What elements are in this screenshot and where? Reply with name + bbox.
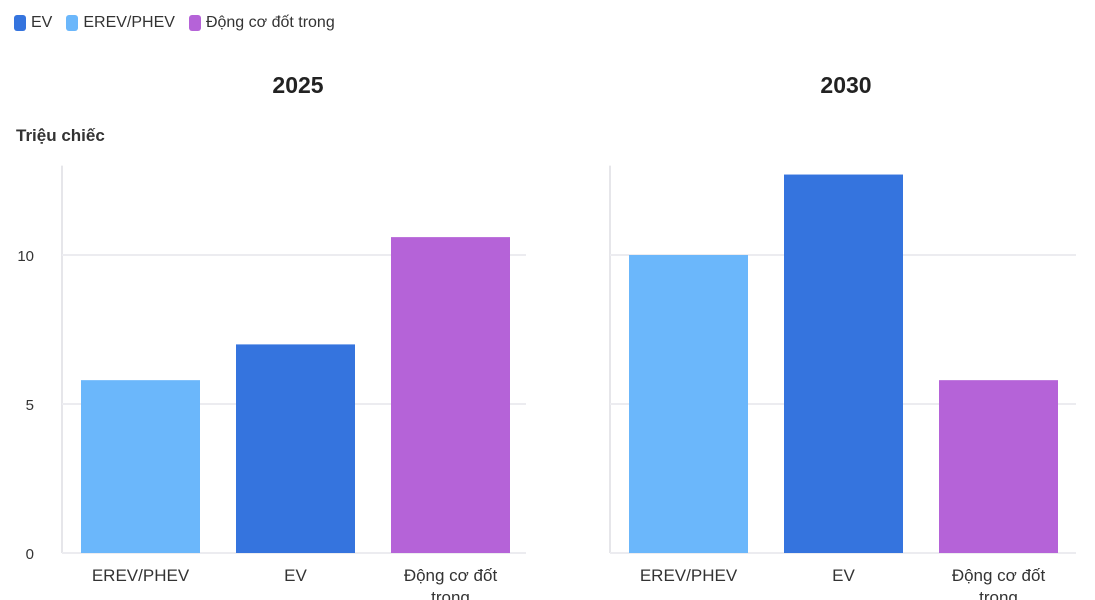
legend-swatch-ice <box>188 15 201 31</box>
x-tick-label: Động cơ đốt trong <box>952 566 1046 600</box>
bar-2025-2 <box>391 237 510 553</box>
x-tick-label: EV <box>284 566 307 585</box>
bar-2030-2 <box>939 380 1058 553</box>
x-tick-label: EV <box>832 566 855 585</box>
chart-legend: EV EREV/PHEV Động cơ đốt trong <box>14 14 335 32</box>
bar-2025-0 <box>81 380 200 553</box>
legend-swatch-erev-phev <box>66 15 79 31</box>
y-tick-label-0: 0 <box>26 546 34 563</box>
legend-swatch-ev <box>14 15 26 31</box>
legend-label-ev: EV <box>31 14 53 31</box>
chart-title-2030: 2030 <box>820 72 872 98</box>
legend-item-ev[interactable]: EV <box>14 14 52 32</box>
x-tick-label: Động cơ đốt trong <box>404 566 498 600</box>
y-tick-label-10: 10 <box>17 248 34 265</box>
chart-title-2025: 2025 <box>272 72 324 98</box>
bar-2030-1 <box>784 174 903 554</box>
x-tick-label: EREV/PHEV <box>92 566 190 585</box>
y-tick-label-5: 5 <box>26 397 34 414</box>
bar-2025-1 <box>236 344 355 553</box>
legend-item-erev-phev[interactable]: EREV/PHEV <box>66 14 175 32</box>
legend-label-ice: Động cơ đốt trong <box>205 14 335 31</box>
legend-label-erev-phev: EREV/PHEV <box>83 14 175 31</box>
legend-item-ice[interactable]: Động cơ đốt trong <box>188 14 335 32</box>
x-tick-label: EREV/PHEV <box>640 566 738 585</box>
bar-2030-0 <box>629 255 748 553</box>
y-axis-title: Triệu chiếc <box>16 126 105 145</box>
